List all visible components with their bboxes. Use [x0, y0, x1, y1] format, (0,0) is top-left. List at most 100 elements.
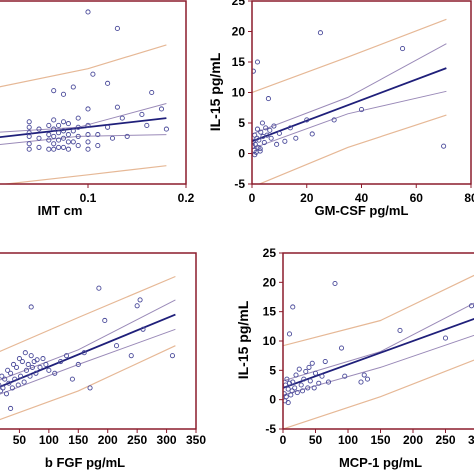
data-point: [8, 405, 14, 412]
data-point: [263, 125, 269, 131]
data-point: [144, 122, 150, 128]
data-point: [441, 143, 447, 149]
data-point: [51, 117, 57, 123]
data-point: [46, 137, 52, 143]
data-point: [36, 126, 42, 132]
regression-line: [252, 67, 447, 143]
data-point: [85, 146, 91, 152]
data-point: [81, 350, 87, 356]
data-point: [442, 335, 449, 341]
y-axis-label: IL-15 pg/mL: [207, 52, 223, 131]
data-point: [87, 385, 93, 391]
data-point: [0, 385, 6, 391]
data-point: [149, 89, 155, 96]
prediction-interval-upper: [0, 275, 176, 353]
panel-gm-csf: 0 20 40 60 80 25 20 15 10 5 0 -5 GM-CSF pg/mL IL-15 p…: [207, 0, 474, 218]
data-point: [69, 376, 75, 382]
y-tick-label: 0: [269, 393, 276, 407]
prediction-interval-lower: [0, 345, 176, 421]
data-point: [286, 380, 293, 386]
confidence-interval-upper: [252, 43, 447, 135]
data-point: [26, 119, 32, 125]
data-point: [105, 124, 111, 130]
data-point: [332, 280, 338, 287]
data-point: [265, 96, 271, 102]
x-tick-label: 0: [249, 191, 256, 205]
x-tick-label: 150: [370, 433, 390, 447]
data-point: [267, 127, 273, 133]
data-point: [296, 366, 302, 372]
data-point: [60, 128, 67, 134]
x-tick-label: 300: [157, 433, 177, 447]
data-point: [358, 107, 365, 113]
data-point: [271, 123, 277, 129]
data-point: [26, 133, 32, 139]
plot-frame: [282, 252, 474, 430]
prediction-interval-lower: [257, 114, 447, 184]
y-tick-label: 20: [263, 275, 277, 289]
data-point: [36, 135, 42, 141]
data-point: [85, 106, 91, 112]
data-point: [60, 91, 67, 97]
data-point: [268, 135, 274, 141]
data-point: [36, 144, 42, 150]
confidence-interval-upper: [283, 302, 474, 382]
data-point: [85, 139, 91, 145]
y-tick-label: 10: [232, 86, 246, 100]
prediction-interval-lower: [0, 165, 167, 184]
data-point: [303, 368, 309, 375]
data-point: [294, 390, 300, 396]
data-point: [12, 376, 18, 382]
data-point: [114, 104, 120, 110]
data-point: [65, 132, 71, 138]
data-point: [316, 380, 322, 386]
data-point: [90, 71, 96, 77]
data-point: [52, 370, 58, 376]
x-tick-label: 350: [186, 433, 206, 447]
data-point: [309, 131, 315, 137]
data-point: [113, 343, 120, 349]
data-point: [252, 68, 256, 74]
data-point: [288, 392, 294, 398]
data-point: [58, 358, 64, 365]
data-point: [306, 364, 312, 370]
data-point: [114, 25, 120, 32]
y-tick-label: -5: [234, 177, 245, 191]
prediction-interval-lower: [283, 359, 474, 429]
data-point: [274, 141, 280, 147]
data-point: [95, 143, 101, 149]
data-point: [298, 382, 304, 388]
data-point: [283, 398, 288, 404]
x-tick-label: 100: [39, 433, 59, 447]
data-point: [299, 388, 306, 394]
data-point: [19, 358, 25, 365]
data-point: [286, 331, 293, 337]
panel-b-fgf: 050100150200250300350b FGF pg/mL: [0, 252, 206, 470]
data-point: [124, 133, 130, 139]
data-point: [364, 376, 371, 382]
data-point: [358, 379, 364, 385]
x-tick-label: 250: [127, 433, 147, 447]
data-point: [28, 304, 34, 310]
data-point: [65, 139, 71, 145]
data-point: [163, 126, 169, 132]
prediction-interval-upper: [0, 44, 167, 88]
data-point: [29, 364, 35, 370]
data-point: [319, 373, 325, 379]
data-point: [28, 353, 34, 359]
data-point: [70, 84, 76, 90]
x-tick-label: 200: [98, 433, 118, 447]
data-point: [85, 122, 91, 128]
data-point: [56, 137, 62, 143]
x-tick-label: 250: [435, 433, 455, 447]
confidence-interval-lower: [0, 134, 167, 146]
x-tick-label: 60: [410, 191, 424, 205]
confidence-interval-lower: [252, 90, 447, 150]
data-point: [51, 146, 57, 152]
data-point: [95, 132, 101, 138]
data-point: [40, 356, 46, 362]
data-point: [361, 372, 367, 378]
data-point: [85, 9, 91, 15]
data-point: [301, 376, 307, 382]
